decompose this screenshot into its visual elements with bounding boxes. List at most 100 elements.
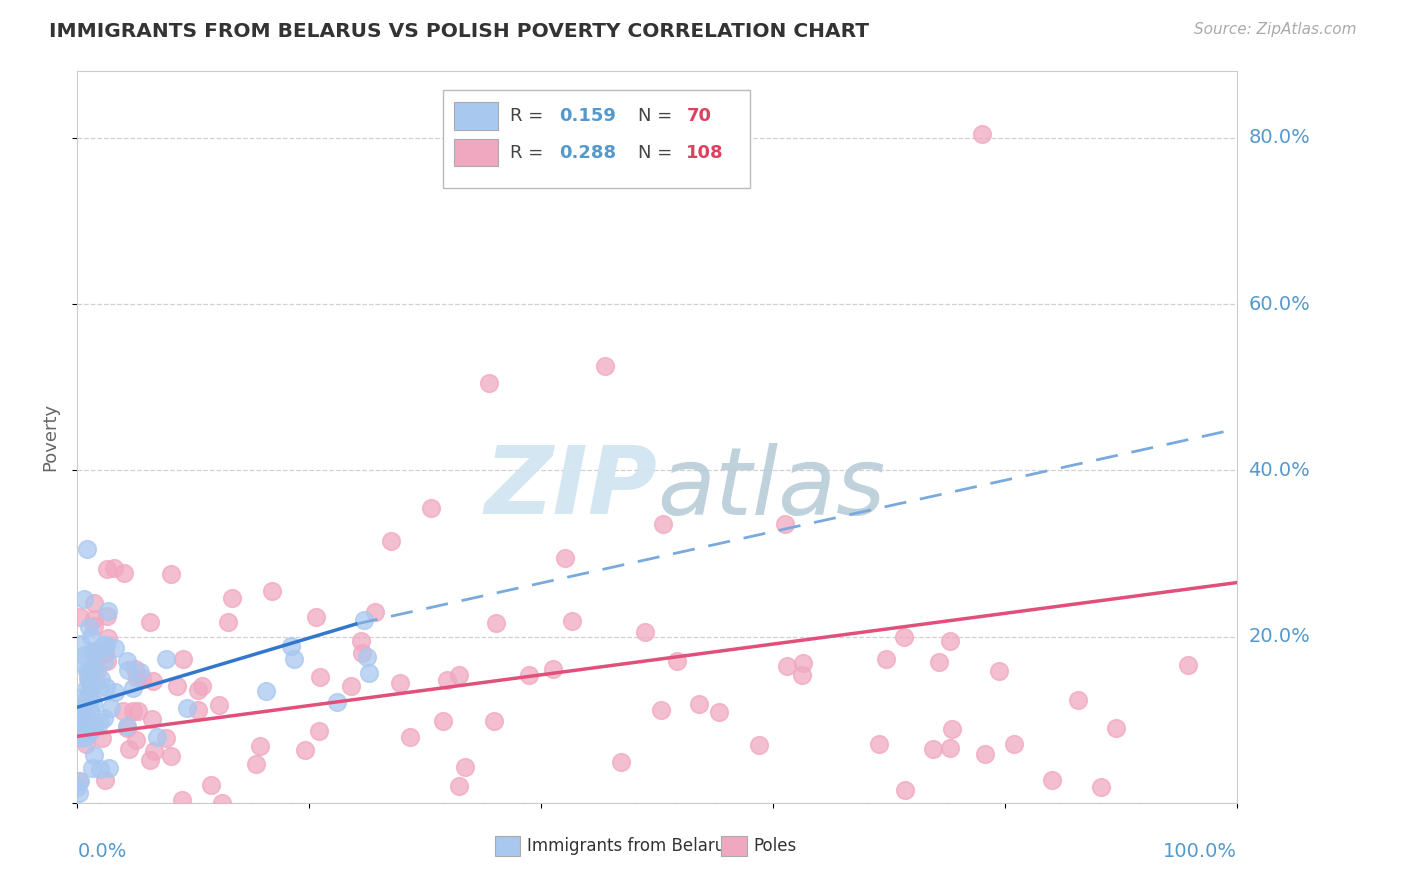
Text: 0.159: 0.159: [558, 107, 616, 125]
FancyBboxPatch shape: [454, 102, 498, 130]
Point: [593, 359, 616, 374]
Y-axis label: Poverty: Poverty: [41, 403, 59, 471]
Point: [447, 779, 470, 793]
Point: [447, 667, 470, 681]
Point: [517, 668, 540, 682]
Point: [76, 542, 98, 557]
Point: [96, 609, 118, 624]
Point: [104, 640, 127, 655]
Point: [77, 672, 100, 686]
Point: [280, 639, 302, 653]
Point: [125, 671, 148, 685]
Point: [541, 662, 564, 676]
Text: Source: ZipAtlas.com: Source: ZipAtlas.com: [1194, 22, 1357, 37]
Point: [112, 704, 135, 718]
Point: [75, 726, 97, 740]
Point: [1105, 721, 1128, 735]
Point: [325, 695, 347, 709]
Point: [893, 631, 915, 645]
Point: [72, 699, 94, 714]
Point: [67, 786, 90, 800]
Point: [103, 561, 125, 575]
Point: [308, 670, 330, 684]
Point: [97, 631, 120, 645]
Point: [73, 716, 96, 731]
Point: [82, 662, 104, 676]
Point: [1040, 772, 1063, 787]
Point: [90, 672, 112, 686]
Point: [928, 655, 950, 669]
Point: [688, 697, 710, 711]
Point: [79, 695, 101, 709]
Point: [364, 605, 387, 619]
Point: [1090, 780, 1112, 794]
Point: [122, 681, 145, 695]
Point: [652, 517, 675, 532]
Point: [141, 712, 163, 726]
Point: [117, 741, 139, 756]
Point: [1177, 658, 1199, 673]
Point: [117, 663, 139, 677]
Point: [84, 716, 107, 731]
Point: [94, 646, 117, 660]
FancyBboxPatch shape: [721, 836, 747, 856]
Point: [211, 796, 233, 810]
Point: [1002, 737, 1025, 751]
Point: [254, 684, 277, 698]
Point: [650, 703, 672, 717]
Text: N =: N =: [637, 144, 678, 161]
Text: IMMIGRANTS FROM BELARUS VS POLISH POVERTY CORRELATION CHART: IMMIGRANTS FROM BELARUS VS POLISH POVERT…: [49, 22, 869, 41]
Point: [94, 772, 117, 787]
Point: [432, 714, 454, 728]
Point: [388, 676, 411, 690]
Text: ZIP: ZIP: [485, 442, 658, 534]
Text: Poles: Poles: [754, 837, 797, 855]
Point: [93, 654, 115, 668]
Point: [308, 724, 330, 739]
Point: [340, 679, 363, 693]
Point: [283, 652, 305, 666]
Point: [359, 666, 381, 681]
Point: [665, 654, 688, 668]
FancyBboxPatch shape: [495, 836, 520, 856]
Point: [305, 610, 328, 624]
Point: [97, 604, 120, 618]
Point: [73, 591, 96, 606]
Point: [76, 699, 98, 714]
Text: N =: N =: [637, 107, 678, 125]
Point: [454, 760, 477, 774]
Text: 108: 108: [686, 144, 724, 161]
Point: [436, 673, 458, 687]
Point: [83, 748, 105, 763]
Point: [773, 517, 796, 532]
Point: [792, 656, 814, 670]
Text: 20.0%: 20.0%: [1249, 627, 1310, 646]
Point: [69, 610, 91, 624]
Point: [155, 731, 177, 745]
Text: 70: 70: [686, 107, 711, 125]
Point: [82, 644, 104, 658]
Text: R =: R =: [510, 144, 548, 161]
Point: [87, 681, 110, 695]
Point: [79, 721, 101, 735]
Point: [115, 654, 138, 668]
Point: [79, 724, 101, 739]
Text: 0.288: 0.288: [558, 144, 616, 161]
Point: [70, 709, 93, 723]
Point: [67, 774, 90, 789]
Point: [90, 731, 112, 745]
Point: [350, 634, 373, 648]
Point: [610, 756, 633, 770]
Point: [83, 596, 105, 610]
Point: [77, 620, 100, 634]
Point: [776, 659, 799, 673]
Point: [93, 711, 115, 725]
Point: [66, 706, 89, 721]
Point: [96, 654, 118, 668]
Point: [484, 615, 506, 630]
Point: [172, 793, 194, 807]
Point: [89, 762, 111, 776]
Point: [73, 648, 96, 662]
Text: 80.0%: 80.0%: [1249, 128, 1310, 147]
Point: [117, 719, 139, 733]
